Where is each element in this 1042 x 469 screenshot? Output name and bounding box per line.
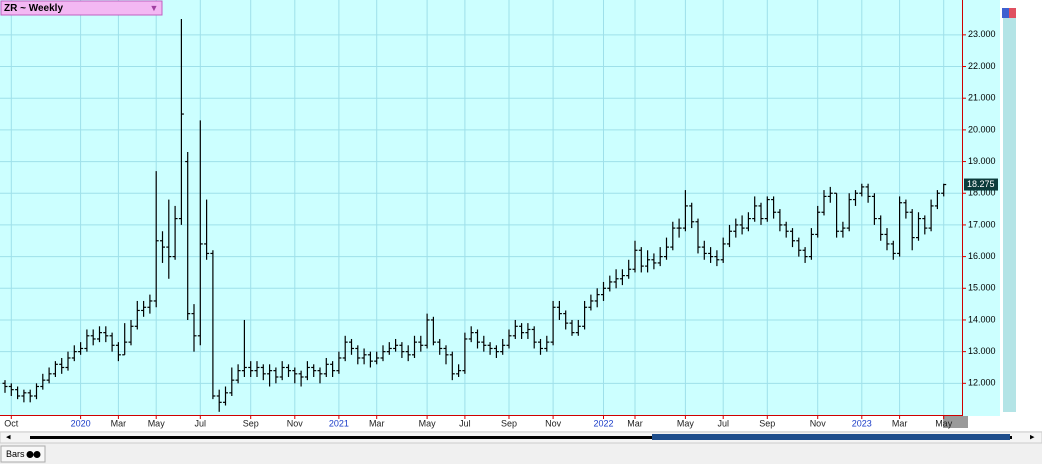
dropdown-arrow[interactable]: ▼	[150, 3, 159, 13]
x-tick-label: Jul	[195, 418, 207, 428]
y-tick-label: 16.000	[968, 251, 996, 261]
symbol-dropdown[interactable]	[0, 0, 163, 16]
last-price-box	[964, 178, 998, 191]
x-tick-label: Mar	[627, 418, 643, 428]
tab-icon	[33, 451, 41, 458]
scroll-strip	[1003, 18, 1016, 412]
tab-icon	[26, 451, 34, 458]
x-tick-label: 2022	[593, 418, 613, 428]
grid	[0, 0, 962, 415]
x-tick-label: 2020	[71, 418, 91, 428]
x-tick-label: Sep	[759, 418, 775, 428]
cursor-block	[943, 416, 968, 428]
y-tick-label: 15.000	[968, 283, 996, 293]
panel-button[interactable]	[1009, 8, 1016, 18]
x-tick-label: Nov	[287, 418, 304, 428]
x-tick-label: May	[677, 418, 695, 428]
x-tick-label: Mar	[111, 418, 127, 428]
y-tick-label: 17.000	[968, 219, 996, 229]
y-tick-label: 22.000	[968, 61, 996, 71]
panel-button[interactable]	[1002, 8, 1009, 18]
x-tick-label: Mar	[369, 418, 385, 428]
tab[interactable]	[0, 445, 46, 463]
x-tick-label: May	[935, 418, 953, 428]
y-tick-label: 23.000	[968, 29, 996, 39]
x-tick-label: Jul	[717, 418, 729, 428]
scroll-thumb[interactable]	[652, 434, 1010, 440]
scroll-left[interactable]: ◂	[6, 431, 11, 441]
last-price-label: 18.275	[967, 179, 995, 189]
x-tick-label: 2021	[329, 418, 349, 428]
x-tick-label: May	[148, 418, 166, 428]
y-tick-label: 13.000	[968, 346, 996, 356]
y-tick-label: 14.000	[968, 314, 996, 324]
y-tick-label: 20.000	[968, 124, 996, 134]
x-tick-label: Nov	[810, 418, 827, 428]
symbol-title: ZR ~ Weekly	[4, 3, 63, 14]
y-tick-label: 19.000	[968, 156, 996, 166]
x-tick-label: Sep	[501, 418, 517, 428]
y-tick-label: 12.000	[968, 378, 996, 388]
x-axis-band	[0, 416, 1042, 431]
scroll-right[interactable]: ▸	[1030, 431, 1035, 441]
tab-label: Bars	[6, 449, 25, 459]
x-tick-label: Jul	[459, 418, 471, 428]
x-tick-label: Oct	[4, 418, 19, 428]
x-tick-label: Mar	[892, 418, 908, 428]
x-tick-label: May	[419, 418, 437, 428]
x-tick-label: Sep	[243, 418, 259, 428]
x-tick-label: 2023	[852, 418, 872, 428]
plot-area	[0, 0, 1000, 416]
bars	[2, 19, 947, 412]
y-tick-label: 18.000	[968, 188, 996, 198]
x-tick-label: Nov	[545, 418, 562, 428]
y-tick-label: 21.000	[968, 93, 996, 103]
